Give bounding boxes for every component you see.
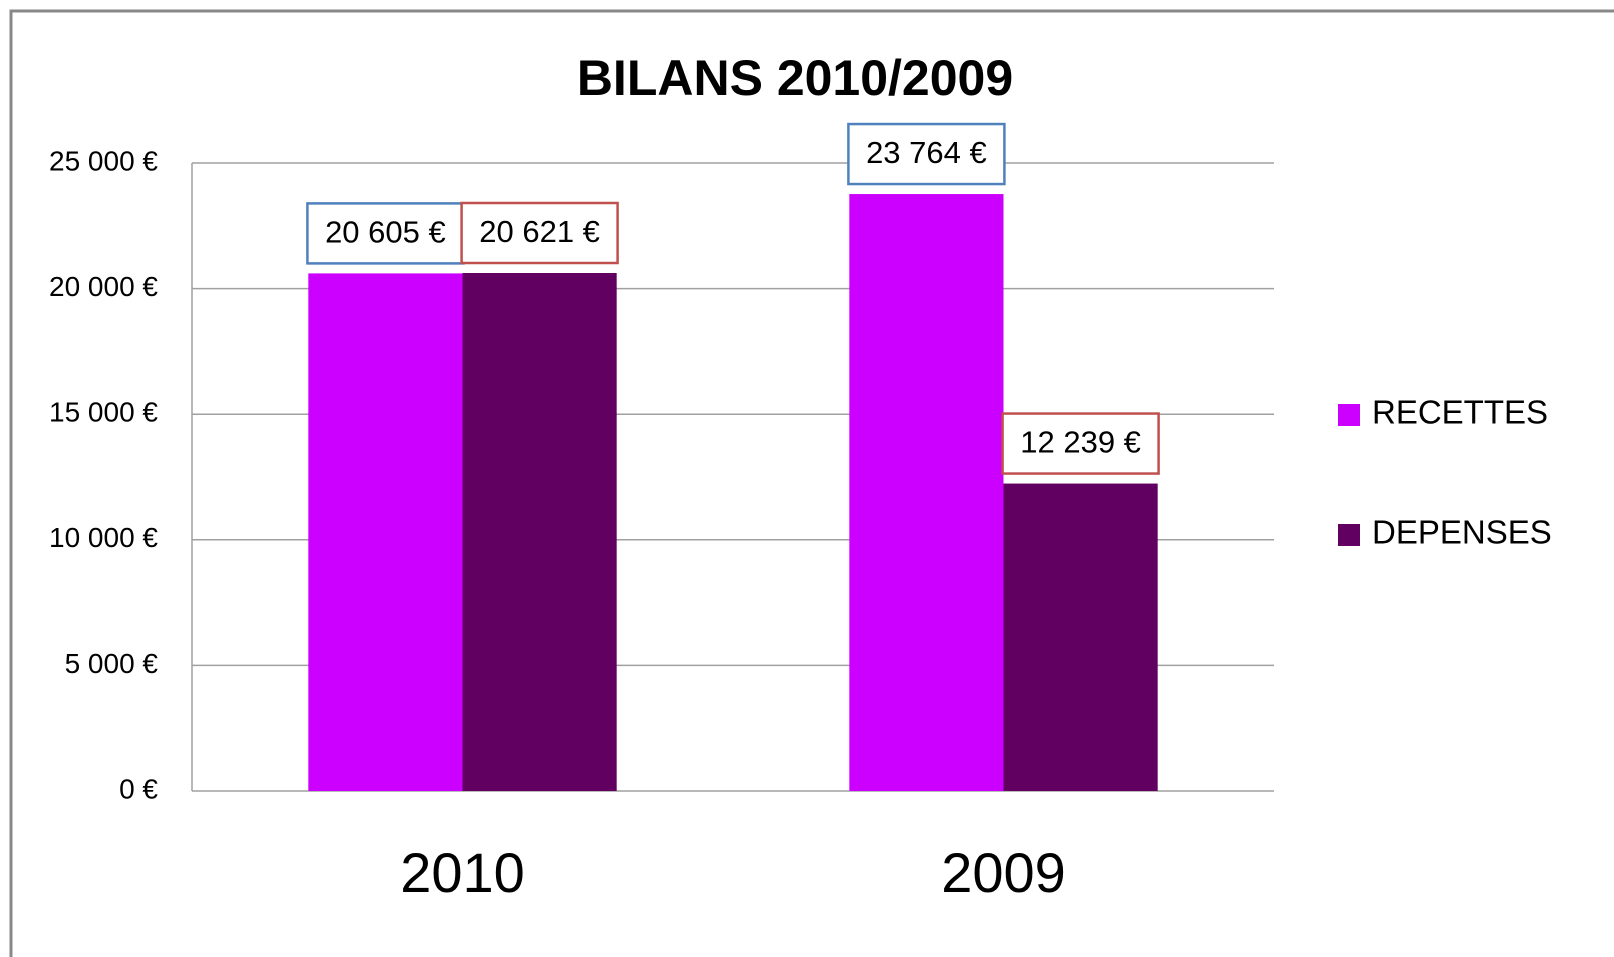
bar [462, 273, 617, 791]
value-label-box [306, 202, 465, 265]
bar [849, 194, 1004, 791]
legend-swatch [1338, 524, 1360, 546]
value-label: 23 764 € [866, 135, 987, 170]
value-label: 20 605 € [325, 215, 446, 250]
y-tick-label: 10 000 € [49, 522, 158, 553]
y-tick-label: 15 000 € [49, 397, 158, 428]
chart-frame [9, 9, 1614, 957]
x-tick-label: 2010 [400, 841, 525, 904]
bar [308, 273, 463, 791]
y-tick-label: 25 000 € [49, 145, 158, 176]
value-label-box [1001, 412, 1160, 475]
legend-swatch [1338, 404, 1360, 426]
chart-title: BILANS 2010/2009 [577, 50, 1013, 106]
y-tick-label: 20 000 € [49, 271, 158, 302]
y-tick-label: 5 000 € [65, 648, 159, 679]
x-tick-label: 2009 [941, 841, 1066, 904]
y-tick-label: 0 € [119, 773, 158, 804]
value-label: 12 239 € [1020, 425, 1141, 460]
bar [1003, 483, 1158, 791]
value-label: 20 621 € [479, 214, 600, 249]
legend-label: DEPENSES [1372, 514, 1552, 551]
value-label-box [460, 201, 619, 265]
legend-label: RECETTES [1372, 394, 1548, 431]
value-label-box [847, 122, 1006, 186]
